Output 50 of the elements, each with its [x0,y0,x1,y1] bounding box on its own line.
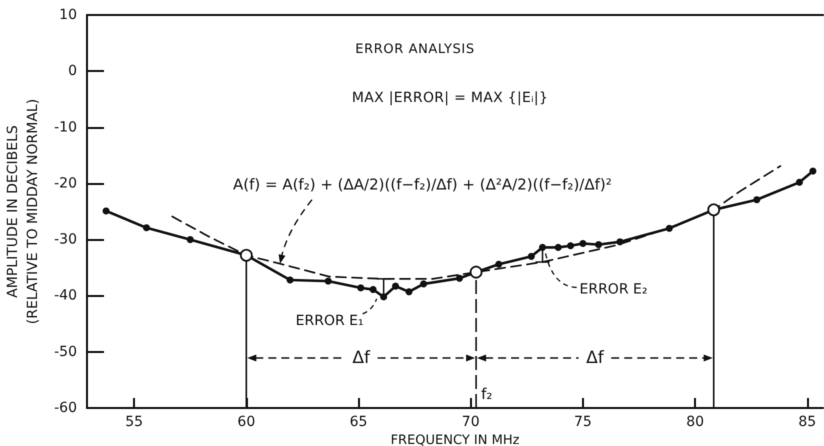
point [420,280,428,288]
x-tick-label: 65 [350,414,368,430]
point [142,224,150,232]
text: MAX |ERROR| = MAX {|Eᵢ|} [352,90,548,106]
point [796,178,803,186]
point [370,286,377,294]
x-tick-label: 55 [125,414,144,430]
point [102,207,110,214]
x-axis-title: FREQUENCY IN MHz [390,432,520,446]
point [809,168,816,175]
annotation: A(f) = A(f₂) + (ΔA/2)((f−f₂)/Δf) + (Δ²A/2)((f−f₂)/Δf)² [232,176,612,194]
ref-line-label: f₂ [481,385,492,403]
point [554,244,562,251]
point [324,278,332,285]
x-tick-label: 80 [686,414,704,430]
x-tick-label: 60 [237,414,256,430]
point [357,284,364,292]
point [286,276,294,284]
point [616,238,624,246]
point [240,248,253,262]
y-tick-label: -30 [54,232,77,248]
point [495,260,502,268]
point [666,224,673,232]
y-tick-label: -10 [54,119,77,136]
y-tick-label: -50 [54,344,77,360]
y-tick-label: -40 [54,288,77,304]
x-tick-label: 70 [462,414,480,430]
y-tick-label: -20 [54,175,77,192]
point [456,274,463,282]
point [392,282,400,290]
annotation: ERROR E₁ [296,312,364,329]
point [579,240,586,247]
point [528,252,535,260]
point [595,241,602,248]
point [567,242,574,250]
point [406,288,412,296]
x-tick-label: 75 [574,414,592,430]
point [186,236,194,244]
y-axis-title: AMPLITUDE IN DECIBELS (RELATIVE TO MIDDAY NORMAL) [5,98,42,324]
y-tick-label: 10 [59,7,77,23]
point [707,203,720,216]
annotation: Δf [352,348,372,368]
annotation: Δf [586,348,605,368]
y-tick-label: -60 [54,400,77,416]
x-tick-label: 85 [798,414,816,430]
point [470,266,482,279]
annotation: ERROR E₂ [580,281,648,298]
text: ERROR ANALYSIS [355,42,475,56]
point [753,196,760,204]
y-tick-label: 0 [68,63,77,80]
